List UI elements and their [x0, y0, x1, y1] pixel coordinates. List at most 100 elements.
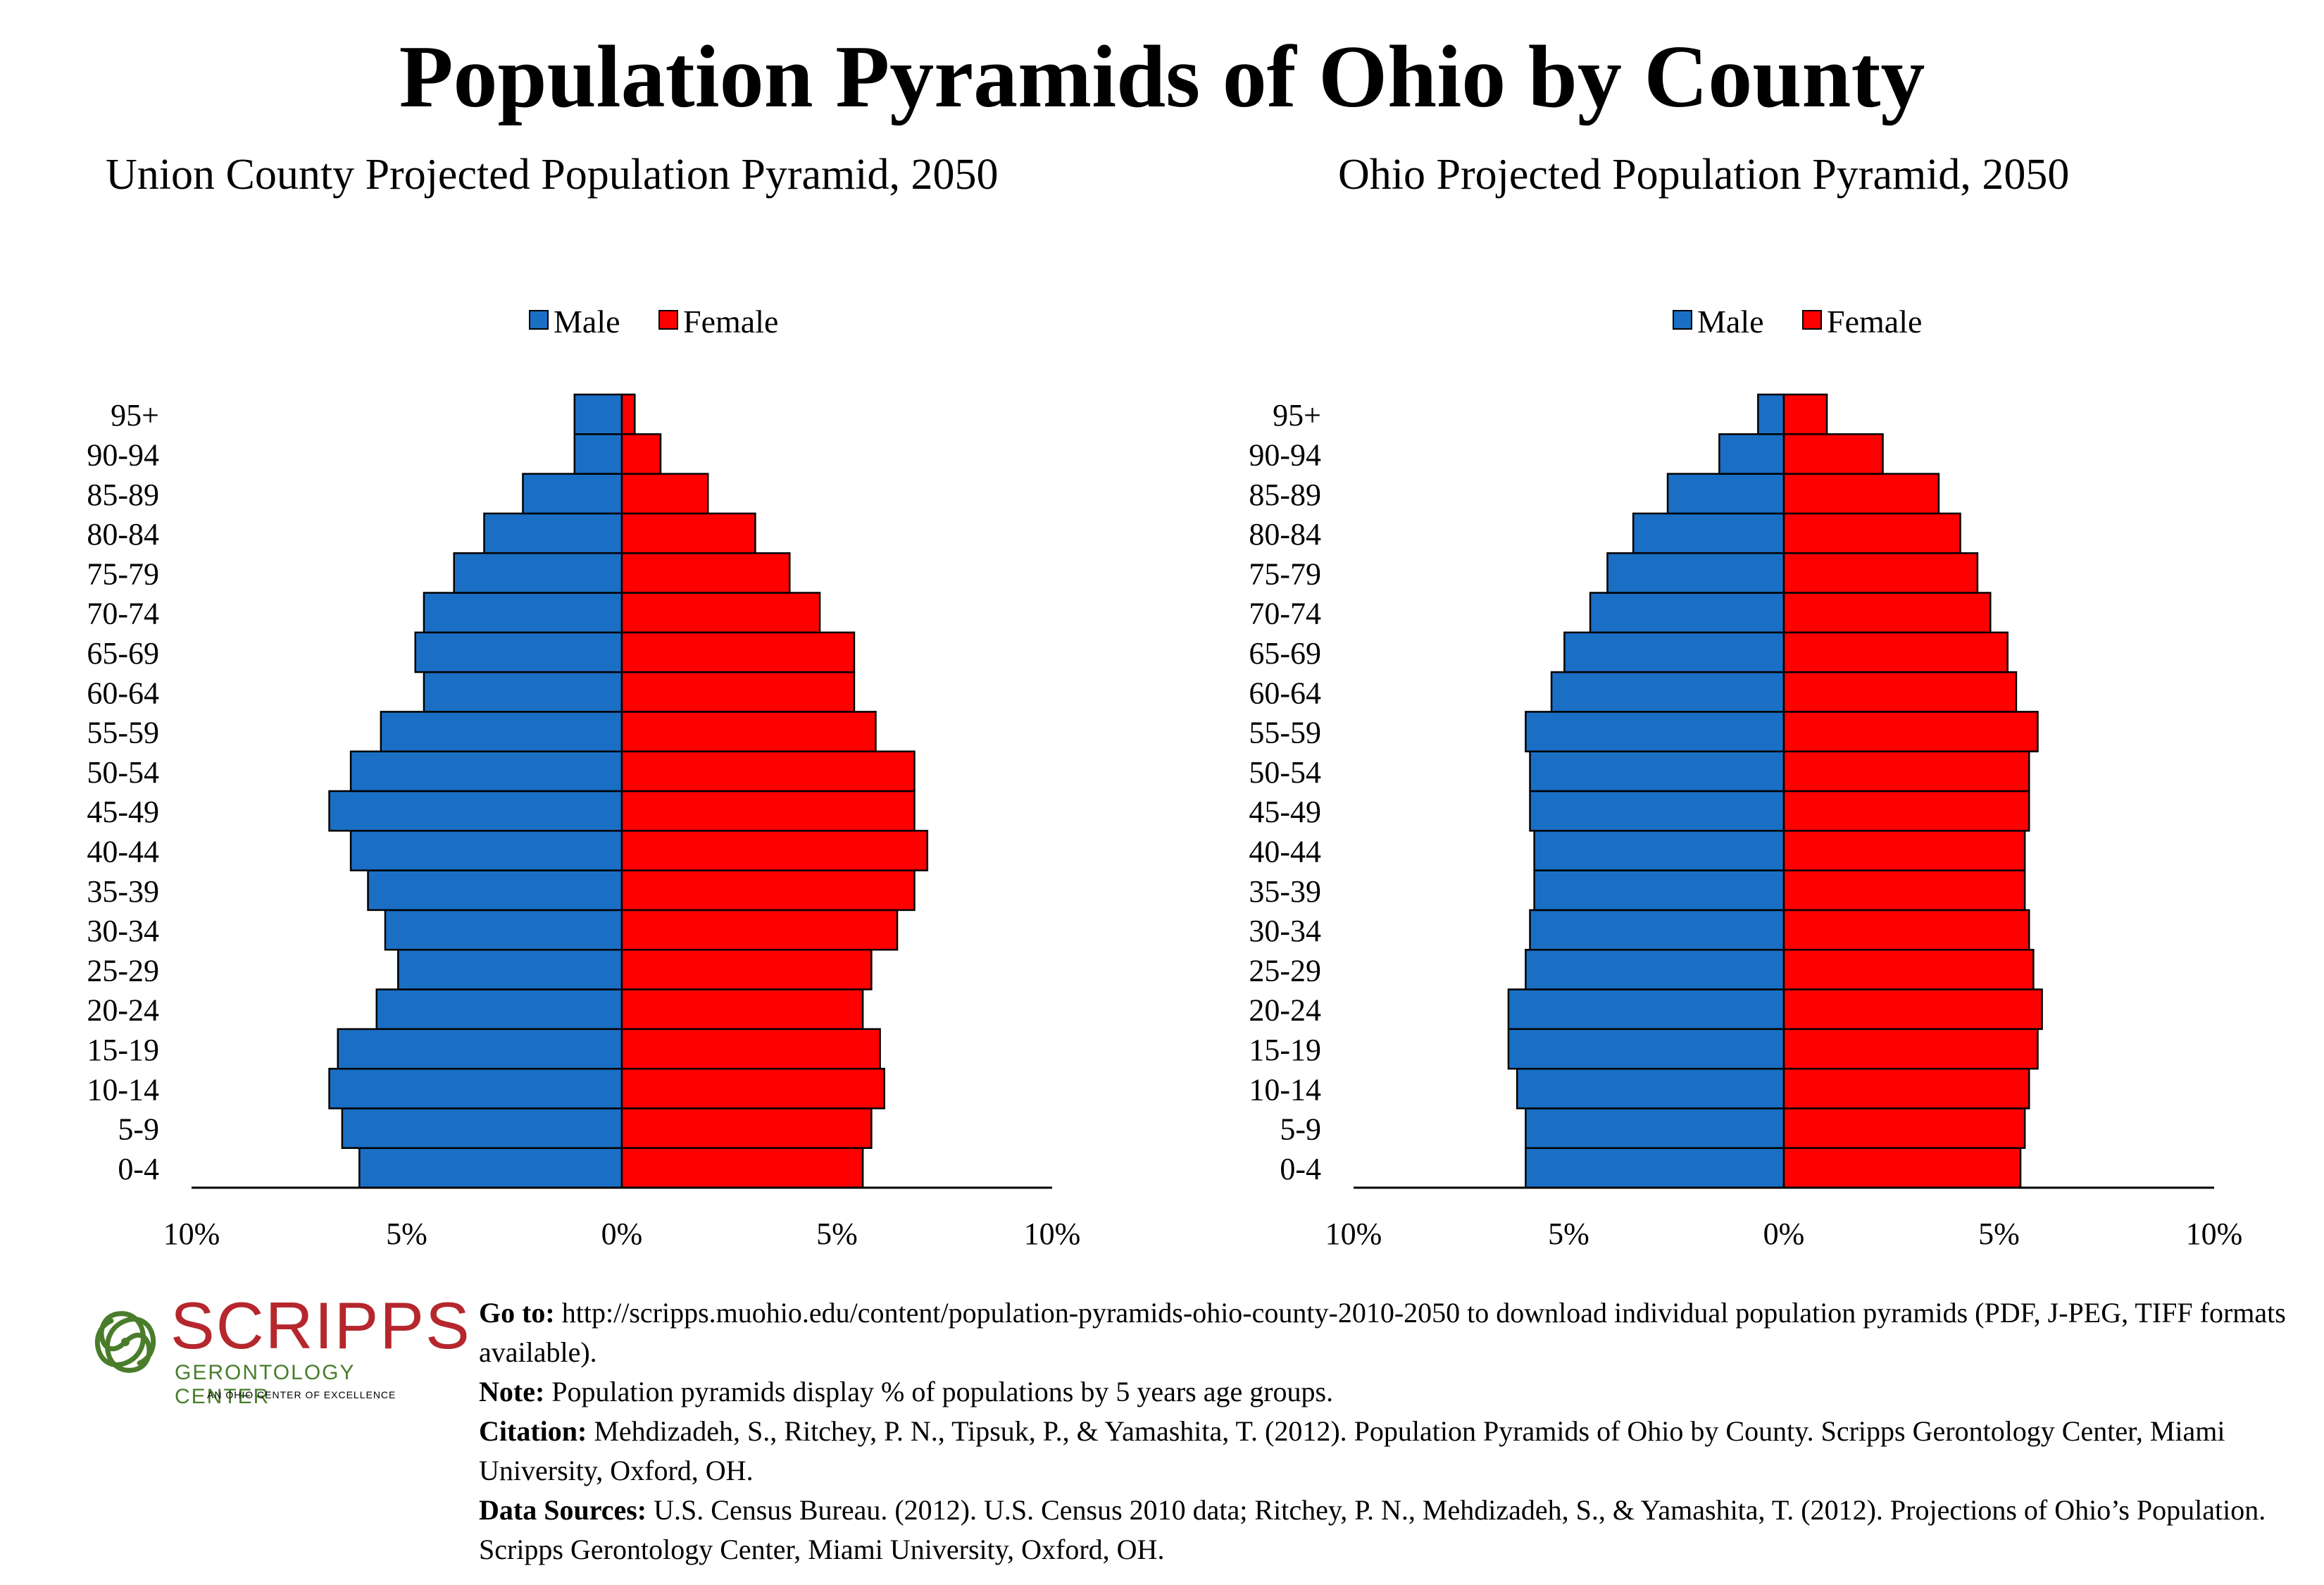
male-bar-95+ — [1757, 393, 1785, 435]
footer-notes: Go to: http://scripps.muohio.edu/content… — [479, 1293, 2310, 1570]
male-bar-40-44 — [349, 830, 623, 871]
legend-female-swatch — [1802, 310, 1822, 330]
age-label-80-84: 80-84 — [87, 517, 159, 552]
age-label-85-89: 85-89 — [1249, 478, 1321, 512]
male-bar-40-44 — [1533, 830, 1785, 871]
female-bar-90-94 — [620, 433, 662, 475]
female-bar-80-84 — [620, 512, 756, 554]
male-bar-10-14 — [328, 1067, 623, 1110]
age-label-5-9: 5-9 — [118, 1112, 159, 1147]
male-bar-0-4 — [1525, 1147, 1785, 1189]
female-bar-35-39 — [620, 869, 916, 912]
male-bar-80-84 — [483, 512, 623, 554]
male-bar-25-29 — [397, 948, 623, 990]
male-bar-80-84 — [1632, 512, 1785, 554]
logo-name: SCRIPPS — [170, 1288, 471, 1362]
female-bar-30-34 — [620, 909, 899, 951]
female-bar-70-74 — [620, 592, 821, 634]
age-label-65-69: 65-69 — [87, 636, 159, 671]
female-bar-5-9 — [620, 1107, 873, 1149]
sources-label: Data Sources: — [479, 1494, 647, 1526]
male-bar-70-74 — [423, 592, 623, 634]
female-bar-80-84 — [1782, 512, 1961, 554]
footer-goto: Go to: http://scripps.muohio.edu/content… — [479, 1293, 2310, 1372]
male-bar-30-34 — [384, 909, 623, 951]
female-bar-70-74 — [1782, 592, 1992, 634]
female-bar-40-44 — [620, 830, 929, 871]
female-bar-90-94 — [1782, 433, 1884, 475]
age-label-20-24: 20-24 — [1249, 993, 1321, 1028]
legend-male-label: Male — [1697, 304, 1764, 340]
male-bar-85-89 — [1666, 473, 1785, 515]
legend-female-label: Female — [683, 304, 778, 340]
age-label-45-49: 45-49 — [1249, 795, 1321, 829]
age-label-55-59: 55-59 — [1249, 716, 1321, 750]
female-bar-45-49 — [1782, 790, 2030, 832]
male-bar-20-24 — [375, 988, 623, 1031]
male-bar-95+ — [573, 393, 623, 435]
age-label-0-4: 0-4 — [1280, 1152, 1321, 1186]
age-label-95+: 95+ — [1273, 398, 1321, 433]
age-label-35-39: 35-39 — [1249, 874, 1321, 909]
age-label-30-34: 30-34 — [1249, 914, 1321, 948]
age-label-35-39: 35-39 — [87, 874, 159, 909]
chart-title: Union County Projected Population Pyrami… — [106, 151, 999, 199]
female-bar-0-4 — [620, 1147, 864, 1189]
male-bar-90-94 — [1718, 433, 1785, 475]
age-label-15-19: 15-19 — [87, 1033, 159, 1067]
male-bar-50-54 — [1529, 750, 1785, 792]
x-tick-label: 10% — [2186, 1217, 2243, 1251]
male-bar-60-64 — [423, 671, 623, 713]
female-bar-95+ — [620, 393, 636, 435]
age-label-20-24: 20-24 — [87, 993, 159, 1028]
female-bar-0-4 — [1782, 1147, 2022, 1189]
male-bar-55-59 — [1525, 711, 1785, 752]
age-label-45-49: 45-49 — [87, 795, 159, 829]
union-county-pyramid-svg: Union County Projected Population Pyrami… — [87, 151, 1080, 1251]
legend-female-swatch — [658, 310, 678, 330]
x-tick-label: 10% — [163, 1217, 220, 1251]
female-bar-50-54 — [1782, 750, 2030, 792]
age-label-55-59: 55-59 — [87, 716, 159, 750]
x-tick-label: 5% — [1548, 1217, 1589, 1251]
male-bar-45-49 — [328, 790, 623, 832]
age-label-95+: 95+ — [111, 398, 159, 433]
age-label-10-14: 10-14 — [1249, 1072, 1321, 1107]
male-bar-75-79 — [453, 552, 623, 594]
male-bar-85-89 — [522, 473, 623, 515]
male-bar-90-94 — [573, 433, 623, 475]
sources-text: U.S. Census Bureau. (2012). U.S. Census … — [479, 1494, 2266, 1565]
male-bar-70-74 — [1589, 592, 1785, 634]
female-bar-75-79 — [620, 552, 791, 594]
female-bar-10-14 — [1782, 1067, 2030, 1110]
female-bar-40-44 — [1782, 830, 2026, 871]
legend-male-swatch — [529, 310, 549, 330]
age-label-80-84: 80-84 — [1249, 517, 1321, 552]
age-label-50-54: 50-54 — [87, 755, 159, 790]
female-bar-60-64 — [620, 671, 856, 713]
x-tick-label: 10% — [1325, 1217, 1382, 1251]
female-bar-55-59 — [620, 711, 877, 752]
female-bar-35-39 — [1782, 869, 2026, 912]
male-bar-5-9 — [1525, 1107, 1785, 1149]
age-label-50-54: 50-54 — [1249, 755, 1321, 790]
female-bar-5-9 — [1782, 1107, 2026, 1149]
female-bar-20-24 — [1782, 988, 2043, 1031]
male-bar-0-4 — [358, 1147, 623, 1189]
female-bar-20-24 — [620, 988, 864, 1031]
age-label-15-19: 15-19 — [1249, 1033, 1321, 1067]
male-bar-55-59 — [380, 711, 623, 752]
logo-subtitle: GERONTOLOGY CENTER — [175, 1361, 355, 1408]
female-bar-65-69 — [1782, 631, 2008, 673]
male-bar-35-39 — [1533, 869, 1785, 912]
age-label-90-94: 90-94 — [1249, 437, 1321, 472]
female-bar-25-29 — [620, 948, 873, 990]
age-label-65-69: 65-69 — [1249, 636, 1321, 671]
female-bar-45-49 — [620, 790, 916, 832]
chart-legend: Male Female — [529, 304, 778, 340]
female-bar-15-19 — [620, 1028, 881, 1070]
scripps-swirl-icon — [94, 1311, 156, 1373]
female-bar-85-89 — [1782, 473, 1940, 515]
chart-legend: Male Female — [1673, 304, 1922, 340]
female-bar-30-34 — [1782, 909, 2030, 951]
